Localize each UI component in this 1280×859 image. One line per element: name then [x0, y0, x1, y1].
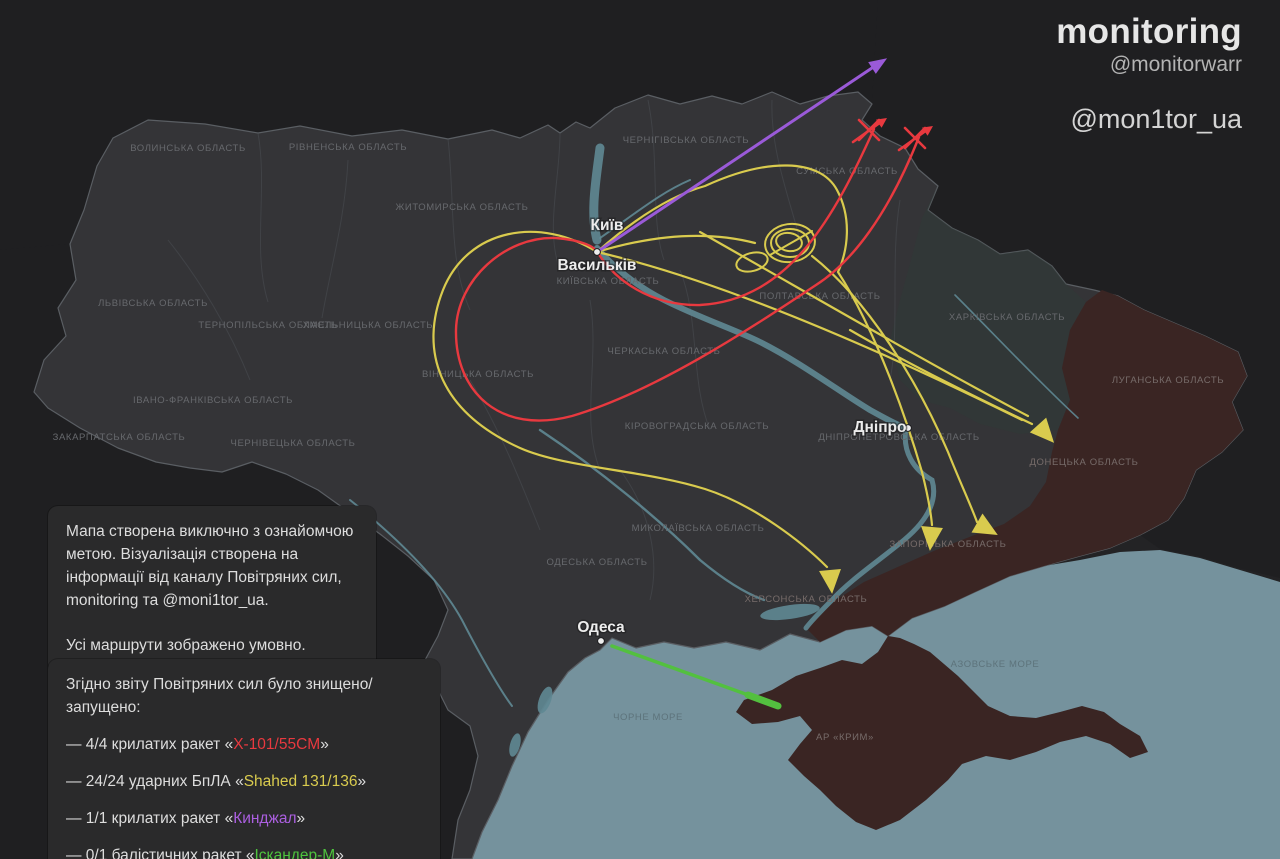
report-item: — 4/4 крилатих ракет «X-101/55CM»	[66, 735, 329, 753]
route-x101-group	[454, 118, 933, 422]
oblast-label: ВОЛИНСЬКА ОБЛАСТЬ	[130, 143, 246, 154]
oblast-label: ПОЛТАВСЬКА ОБЛАСТЬ	[759, 291, 880, 302]
oblast-label: ХАРКІВСЬКА ОБЛАСТЬ	[949, 312, 1065, 323]
oblast-label: ДНІПРОПЕТРОВСЬКА ОБЛАСТЬ	[818, 432, 979, 443]
oblast-label: ДОНЕЦЬКА ОБЛАСТЬ	[1030, 457, 1139, 468]
watermark-header: monitoring @monitorwarr @mon1tor_ua	[1056, 12, 1242, 135]
route-kinzhal	[595, 66, 874, 254]
occupied-territory-east-south	[806, 290, 1247, 642]
disclaimer-text-1: Мапа створена виключно з ознайомчою мето…	[66, 523, 354, 609]
route-shahed-group	[432, 164, 1055, 594]
dnister-estuary	[537, 686, 553, 714]
dnipro-river-upper	[589, 143, 605, 245]
report-box: Згідно звіту Повітряних сил було знищено…	[48, 659, 440, 859]
oblast-label: ОДЕСЬКА ОБЛАСТЬ	[546, 557, 647, 568]
oblast-label: АР «КРИМ»	[816, 732, 874, 743]
channel-handle: @mon1tor_ua	[1070, 104, 1242, 134]
city-label-dnipro: Дніпро	[853, 419, 906, 436]
route-shahed-west-loop	[432, 230, 829, 569]
route-x101-2	[454, 135, 921, 422]
oblast-label: ІВАНО-ФРАНКІВСЬКА ОБЛАСТЬ	[133, 395, 293, 406]
dnipro-river-lower	[803, 425, 937, 631]
kharkiv-area-tint	[890, 186, 1086, 434]
oblast-label-layer: ВОЛИНСЬКА ОБЛАСТЬ РІВНЕНСЬКА ОБЛАСТЬ ЖИТОМ…	[53, 135, 1224, 743]
oblast-label: РІВНЕНСЬКА ОБЛАСТЬ	[289, 142, 407, 153]
report-item: — 1/1 крилатих ракет «Кинджал»	[66, 809, 306, 827]
oblast-label: ВІННИЦЬКА ОБЛАСТЬ	[422, 369, 534, 380]
dnipro-buh-estuary	[760, 603, 820, 621]
route-iskander-launch-end	[744, 691, 782, 710]
report-item-list: — 4/4 крилатих ракет «X-101/55CM» — 24/24…	[66, 734, 422, 859]
rivers	[349, 143, 1079, 757]
route-shahed-north-arc	[595, 164, 934, 527]
oblast-label: ЗАПОРІЗЬКА ОБЛАСТЬ	[889, 539, 1006, 550]
shahed-arrowhead-donetsk	[1029, 417, 1055, 443]
oblast-label: КІРОВОГРАДСЬКА ОБЛАСТЬ	[625, 421, 769, 432]
city-label-kyiv: Київ	[591, 217, 624, 234]
disclaimer-box: Мапа створена виключно з ознайомчою мето…	[48, 506, 376, 673]
routes	[432, 58, 1055, 710]
siverskyi-donets-river	[954, 294, 1079, 419]
oblast-label: ЛУГАНСЬКА ОБЛАСТЬ	[1112, 375, 1224, 386]
coastal-lake	[509, 733, 521, 757]
crimea	[736, 636, 1148, 830]
oblast-borders	[167, 99, 901, 601]
route-kinzhal-group	[595, 58, 888, 254]
oblast-label: ХЕРСОНСЬКА ОБЛАСТЬ	[745, 594, 868, 605]
oblast-label: МИКОЛАЇВСЬКА ОБЛАСТЬ	[632, 523, 765, 534]
city-label-odesa: Одеса	[577, 619, 625, 636]
shahed-arrowhead-zaporizhzhia-1	[921, 526, 943, 551]
downed-missile-icon	[897, 126, 933, 152]
channel-subtitle: @monitorwarr	[1109, 53, 1242, 76]
kinzhal-arrowhead	[868, 58, 888, 74]
oblast-label: ЧЕРНІГІВСЬКА ОБЛАСТЬ	[623, 135, 749, 146]
oblast-label: ХМЕЛЬНИЦЬКА ОБЛАСТЬ	[303, 320, 433, 331]
channel-title: monitoring	[1056, 12, 1242, 51]
report-item: — 24/24 ударних БпЛА «Shahed 131/136»	[66, 772, 367, 790]
route-shahed-donetsk-2	[698, 230, 1030, 418]
shahed-arrowhead-kherson	[819, 569, 841, 594]
oblast-label: ТЕРНОПІЛЬСЬКА ОБЛАСТЬ	[198, 320, 337, 331]
route-x101-1	[596, 127, 876, 307]
pivdennyi-buh-river	[538, 428, 766, 602]
oblast-label: ЧЕРНІВЕЦЬКА ОБЛАСТЬ	[231, 438, 356, 449]
city-dot-odesa	[597, 637, 605, 645]
neighbor-north	[0, 0, 878, 250]
oblast-label: ЛЬВІВСЬКА ОБЛАСТЬ	[98, 298, 208, 309]
report-item: — 0/1 балістичних ракет «Іскандер-М»	[66, 846, 344, 859]
route-iskander-group	[610, 644, 782, 710]
dnister-river	[349, 499, 513, 707]
oblast-label: ЖИТОМИРСЬКА ОБЛАСТЬ	[396, 202, 529, 213]
dnipro-river	[594, 245, 909, 431]
disclaimer-text-2: Усі маршрути зображено умовно.	[66, 636, 306, 654]
oblast-label: СУМСЬКА ОБЛАСТЬ	[796, 166, 898, 177]
oblast-label: ЧОРНЕ МОРЕ	[613, 712, 683, 723]
report-title: Згідно звіту Повітряних сил було знищено…	[66, 676, 373, 716]
route-shahed-donetsk-3	[848, 328, 1034, 426]
neighbor-east	[862, 0, 1280, 578]
oblast-label: ЗАКАРПАТСЬКА ОБЛАСТЬ	[53, 432, 186, 443]
oblast-label: ЧЕРКАСЬКА ОБЛАСТЬ	[607, 346, 720, 357]
route-shahed-to-spiral	[595, 234, 757, 254]
oblast-label: АЗОВСЬКЕ МОРЕ	[951, 659, 1040, 670]
city-label-layer: Київ Васильків Дніпро Одеса	[556, 216, 912, 645]
shahed-arrowhead-zaporizhzhia-2	[971, 513, 998, 535]
downed-missile-icon	[851, 118, 887, 144]
city-dot-vasylkiv	[593, 248, 601, 256]
desna-river	[599, 179, 691, 239]
city-label-vasylkiv: Васильків	[558, 257, 637, 274]
oblast-label: КИЇВСЬКА ОБЛАСТЬ	[557, 276, 660, 287]
city-dot-dnipro	[904, 424, 912, 432]
